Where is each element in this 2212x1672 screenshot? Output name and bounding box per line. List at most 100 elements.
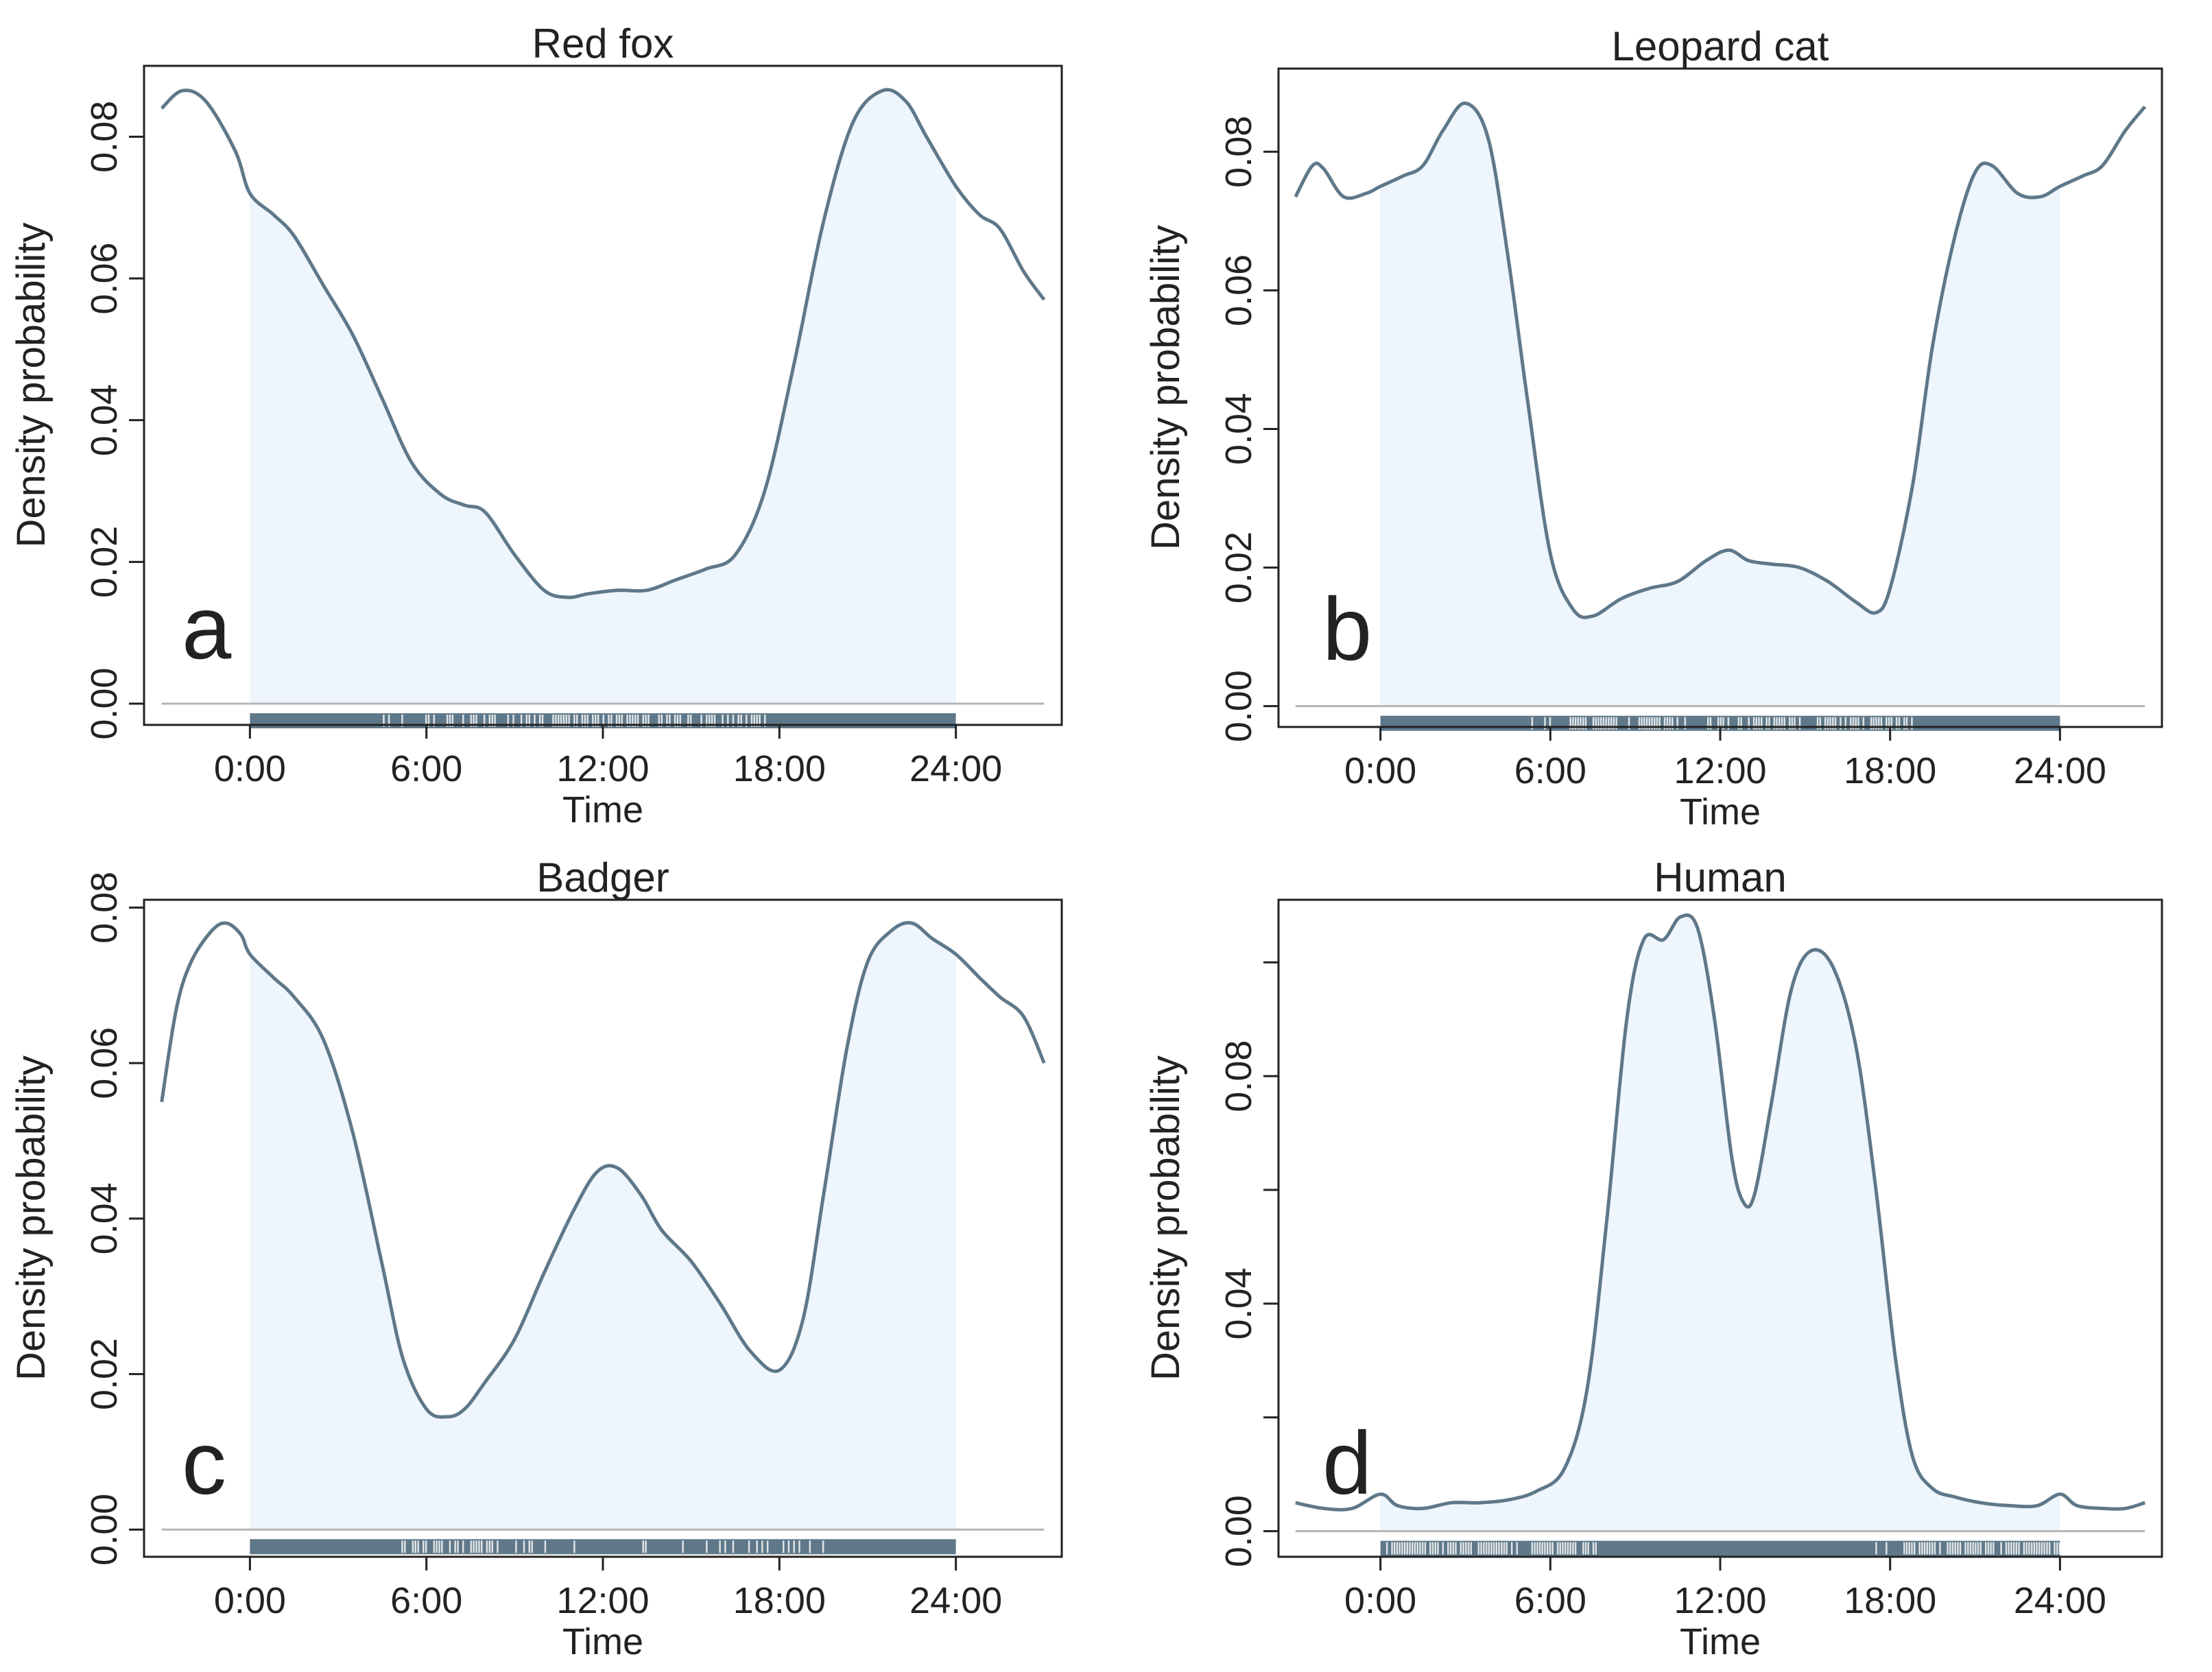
rug-gap — [1582, 1542, 1584, 1555]
rug-gap — [473, 1540, 475, 1553]
rug-gap — [1470, 1542, 1472, 1555]
y-tick-label: 0.02 — [1218, 532, 1259, 604]
panel-b: 0.00 0.02 0.04 0.06 0.08 0:00 6:00 12:00 18:00 24… — [1143, 23, 2163, 833]
rug-gap — [1990, 1542, 1992, 1555]
rug-gap — [507, 715, 510, 727]
rug-gap — [750, 715, 753, 727]
panel-d: 0.00 0.04 0.08 0:00 6:00 12:00 18:00 24:00 Human… — [1143, 855, 2163, 1662]
rug-gap — [1779, 717, 1781, 730]
rug-gap — [1592, 1542, 1595, 1555]
rug-gap — [433, 1540, 436, 1553]
shaded-area — [1380, 915, 2060, 1531]
rug-gap — [1923, 1542, 1926, 1555]
rug-gap — [1531, 1542, 1534, 1555]
rug-gap — [632, 715, 634, 727]
rug-gap — [1580, 717, 1582, 730]
rug-gap — [674, 715, 676, 727]
rug-gap — [560, 715, 562, 727]
rug-gap — [706, 715, 708, 727]
rug-gap — [1534, 1542, 1536, 1555]
rug-gap — [1465, 1542, 1467, 1555]
rug-gap — [2041, 1542, 2043, 1555]
rug-gap — [1569, 717, 1571, 730]
rug-gap — [1740, 717, 1742, 730]
rug-gap — [809, 1540, 811, 1553]
rug-gap — [1967, 1542, 1969, 1555]
rug-gap — [661, 715, 663, 727]
rug-gap — [1709, 717, 1712, 730]
y-tick-label: 0.08 — [1218, 1040, 1259, 1112]
rug-gap — [610, 715, 613, 727]
rug-gap — [1643, 717, 1645, 730]
rug-gap — [1409, 1542, 1411, 1555]
rug-gap — [573, 1540, 575, 1553]
rug-gap — [491, 715, 493, 727]
rug-gap — [1541, 1542, 1543, 1555]
x-axis-label: Time — [1680, 1621, 1761, 1662]
x-tick-label: 0:00 — [1344, 1580, 1416, 1621]
rug-gap — [1462, 1542, 1464, 1555]
rug-gap — [573, 715, 575, 727]
rug-gap — [1768, 717, 1770, 730]
rug-gap — [1628, 717, 1630, 730]
rug-gap — [1406, 1542, 1409, 1555]
shaded-area — [250, 89, 956, 704]
rug-gap — [1844, 717, 1847, 730]
rug-gap — [1449, 1542, 1452, 1555]
rug-gap — [462, 715, 464, 727]
rug-gap — [1993, 1542, 1995, 1555]
rug-gap — [512, 715, 514, 727]
rug-gap — [1758, 717, 1760, 730]
rug-gap — [764, 715, 766, 727]
rug-gap — [441, 1540, 443, 1553]
rug-gap — [1824, 717, 1827, 730]
rug-gap — [1562, 1542, 1564, 1555]
rug-gap — [1401, 1542, 1403, 1555]
rug-gap — [2048, 1542, 2051, 1555]
rug-gap — [436, 1540, 438, 1553]
rug-gap — [1610, 717, 1613, 730]
rug-gap — [740, 715, 742, 727]
rug-gap — [1645, 717, 1648, 730]
rug-gap — [793, 1540, 795, 1553]
rug-gap — [1549, 1542, 1551, 1555]
rug-gap — [1977, 1542, 1979, 1555]
rug-gap — [1615, 717, 1617, 730]
rug-gap — [1483, 1542, 1485, 1555]
rug-gap — [1386, 1542, 1388, 1555]
rug-gap — [488, 1540, 491, 1553]
rug-gap — [1959, 1542, 1962, 1555]
rug-gap — [1419, 1542, 1421, 1555]
y-tick-label: 0.08 — [84, 101, 125, 173]
rug-gap — [1582, 717, 1584, 730]
rug-gap — [1776, 717, 1778, 730]
rug-gap — [2015, 1542, 2018, 1555]
rug-gap — [1875, 717, 1877, 730]
rug-gap — [2036, 1542, 2038, 1555]
rug-gap — [732, 1540, 735, 1553]
rug-gap — [1595, 717, 1597, 730]
rug-gap — [724, 1540, 726, 1553]
rug-gap — [1890, 717, 1892, 730]
rug-gap — [427, 715, 430, 727]
rug-gap — [719, 1540, 721, 1553]
rug-gap — [1602, 717, 1605, 730]
rug-gap — [565, 715, 567, 727]
rug-gap — [494, 715, 496, 727]
rug-gap — [737, 715, 739, 727]
x-tick-label: 24:00 — [909, 748, 1002, 789]
rug-gap — [457, 1540, 459, 1553]
rug-gap — [425, 1540, 427, 1553]
x-tick-label: 6:00 — [390, 1580, 462, 1621]
rug-gap — [1880, 717, 1883, 730]
rug-gap — [1829, 717, 1831, 730]
rug-gap — [1737, 717, 1740, 730]
rug-gap — [388, 715, 390, 727]
rug-gap — [1549, 717, 1551, 730]
x-tick-label: 24:00 — [2014, 1580, 2106, 1621]
rug-gap — [462, 1540, 464, 1553]
rug-gap — [1773, 717, 1776, 730]
rug-gap — [1412, 1542, 1414, 1555]
rug-gap — [488, 715, 491, 727]
y-tick-label: 0.06 — [1218, 254, 1259, 326]
